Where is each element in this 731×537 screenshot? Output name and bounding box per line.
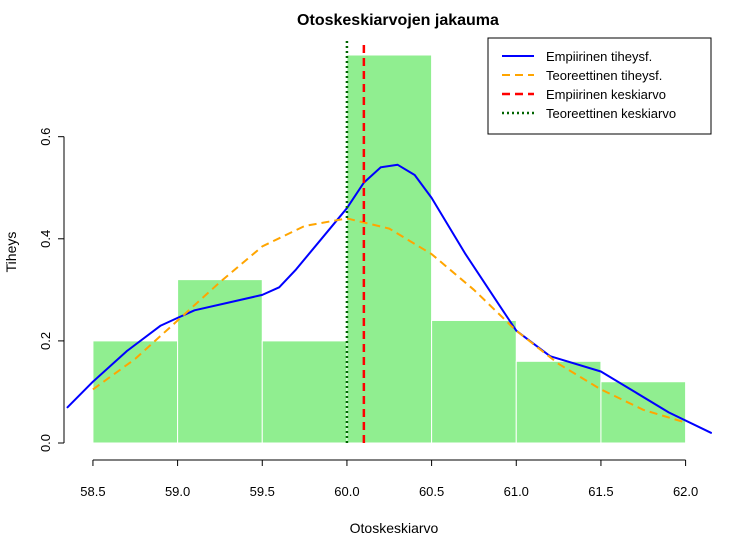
chart-title: Otoskeskiarvojen jakauma [297, 12, 499, 29]
legend-label: Empiirinen keskiarvo [546, 87, 666, 102]
histogram-bar [177, 279, 263, 444]
legend-label: Empiirinen tiheysf. [546, 49, 652, 64]
x-axis-title: Otoskeskiarvo [350, 520, 439, 536]
histogram-bar [515, 360, 602, 444]
legend-box [487, 37, 712, 135]
x-tick-label: 62.0 [673, 484, 698, 499]
histogram-bar [92, 340, 179, 444]
y-axis-title: Tiheys [3, 232, 19, 273]
x-tick-label: 59.5 [250, 484, 275, 499]
x-tick-label: 60.5 [419, 484, 444, 499]
x-tick-label: 61.5 [588, 484, 613, 499]
theoretical-density-line [92, 217, 686, 424]
histogram-bars [92, 54, 687, 444]
x-tick-label: 60.0 [334, 484, 359, 499]
y-tick-label: 0.6 [38, 128, 53, 146]
density-lines [66, 40, 712, 443]
histogram-bar [346, 54, 433, 444]
x-tick-label: 58.5 [80, 484, 105, 499]
x-tick-label: 61.0 [504, 484, 529, 499]
y-tick-label: 0.2 [38, 332, 53, 350]
legend-label: Teoreettinen tiheysf. [546, 68, 662, 83]
histogram-bar [431, 319, 517, 444]
legend-label: Teoreettinen keskiarvo [546, 106, 676, 121]
histogram-bar [261, 340, 348, 444]
x-axis: 58.5 59.0 59.5 60.0 60.5 61.0 61.5 62.0 [80, 459, 698, 499]
y-tick-label: 0.4 [38, 230, 53, 248]
y-tick-label: 0.0 [38, 434, 53, 452]
histogram-bar [600, 381, 687, 444]
x-tick-label: 59.0 [165, 484, 190, 499]
y-axis: 0.0 0.2 0.4 0.6 [38, 128, 65, 452]
legend: Empiirinen tiheysf. Teoreettinen tiheysf.… [487, 37, 712, 135]
